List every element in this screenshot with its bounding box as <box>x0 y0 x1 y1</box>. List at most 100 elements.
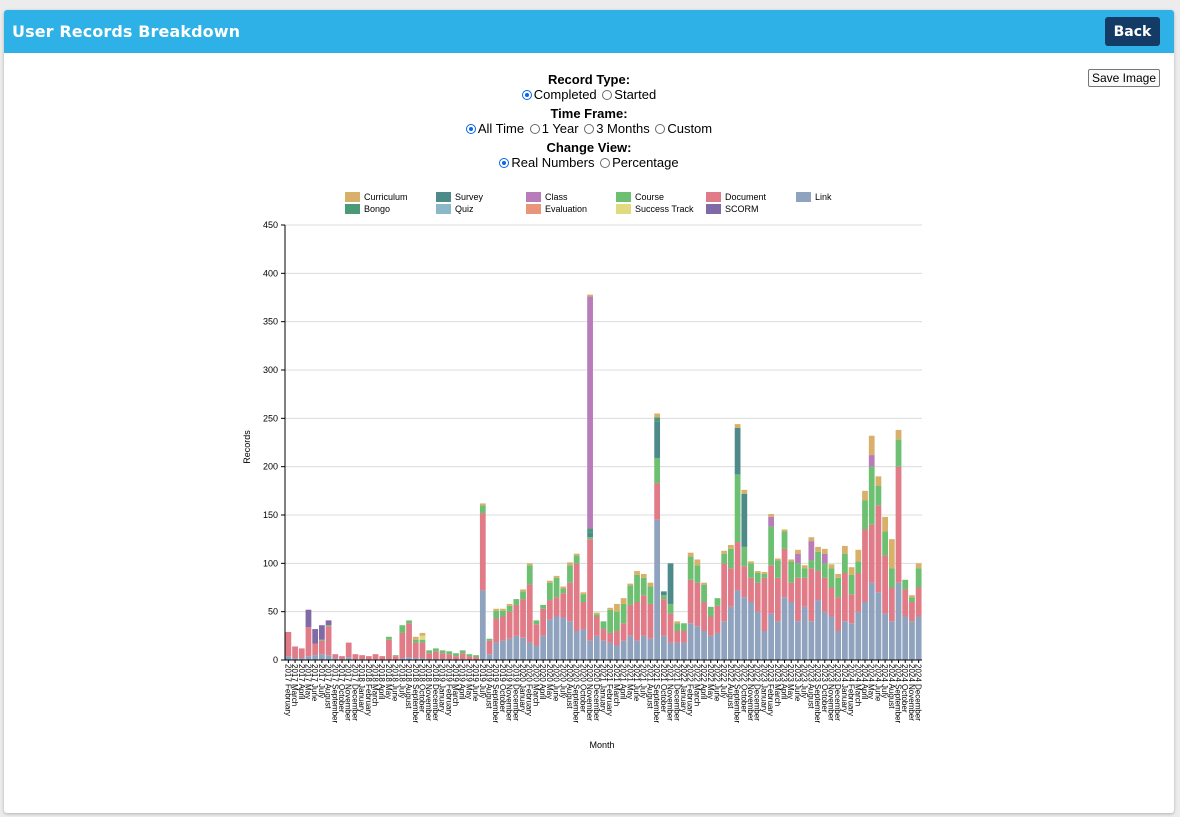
bar-segment <box>587 294 593 297</box>
x-tick-label: 2021 March <box>612 664 621 706</box>
radio-button[interactable] <box>499 158 510 168</box>
back-button[interactable]: Back <box>1105 17 1160 46</box>
bar-segment <box>312 643 319 656</box>
radio-button[interactable] <box>655 124 666 134</box>
x-tick-label: 2017 September <box>330 664 339 723</box>
bar-segment <box>768 516 775 527</box>
bar-segment <box>453 653 459 657</box>
radio-button[interactable] <box>600 158 611 168</box>
bar-segment <box>674 631 681 643</box>
bar-segment <box>439 650 446 654</box>
bar-segment <box>781 531 788 549</box>
bar-segment <box>687 579 694 624</box>
radio-1-year[interactable]: 1 Year <box>529 121 579 136</box>
bar-segment <box>479 513 486 591</box>
bar-segment <box>526 563 533 566</box>
bar-segment <box>640 577 647 596</box>
x-tick-label: 2024 March <box>853 664 862 706</box>
bar-segment <box>781 597 788 660</box>
bar-segment <box>620 598 627 604</box>
radio-started[interactable]: Started <box>602 87 656 102</box>
x-tick-label: 2021 January <box>599 664 608 712</box>
legend-label: Survey <box>455 192 484 202</box>
x-tick-label: 2020 August <box>565 664 574 709</box>
bar-segment <box>520 589 526 592</box>
bar-segment <box>587 537 593 540</box>
bar-segment <box>500 610 506 617</box>
radio-button[interactable] <box>584 124 595 134</box>
bar-segment <box>728 548 734 569</box>
bar-segment <box>882 555 889 614</box>
bar-segment <box>459 653 466 660</box>
bar-segment <box>741 489 748 494</box>
time-frame-title: Time Frame: <box>550 106 628 121</box>
bar-segment <box>761 577 768 631</box>
radio-percentage[interactable]: Percentage <box>600 155 679 170</box>
bar-segment <box>741 597 748 660</box>
bar-segment <box>714 605 721 633</box>
bar-segment <box>808 537 815 542</box>
bar-segment <box>386 636 392 640</box>
save-image-button[interactable]: Save Image <box>1087 69 1160 87</box>
bar-segment <box>546 582 553 601</box>
bar-segment <box>419 635 426 640</box>
legend-swatch <box>616 192 631 202</box>
x-tick-label: 2020 July <box>558 664 567 698</box>
bar-segment <box>506 638 513 660</box>
bar-segment <box>298 658 305 660</box>
bar-segment <box>774 577 781 622</box>
bar-segment <box>660 635 667 660</box>
radio-completed[interactable]: Completed <box>521 87 597 102</box>
x-tick-label: 2021 November <box>666 664 675 721</box>
bar-segment <box>768 613 775 660</box>
bar-segment <box>318 640 325 655</box>
radio-all-time[interactable]: All Time <box>465 121 524 136</box>
bar-segment <box>312 629 319 644</box>
bar-segment <box>808 621 815 660</box>
chart-card: User Records Breakdown Back Save Image R… <box>4 10 1174 813</box>
x-tick-label: 2022 January <box>679 664 688 712</box>
x-tick-label: 2018 January <box>357 664 366 712</box>
bar-segment <box>486 640 493 655</box>
x-tick-label: 2017 July <box>317 664 326 698</box>
bar-segment <box>795 577 801 622</box>
bar-segment <box>506 603 513 606</box>
bar-segment <box>506 611 513 639</box>
radio-custom[interactable]: Custom <box>655 121 712 136</box>
bar-segment <box>882 516 889 532</box>
bar-segment <box>909 597 915 602</box>
legend-swatch <box>436 204 451 214</box>
bar-segment <box>821 563 828 578</box>
bar-segment <box>821 553 828 564</box>
bar-segment <box>587 640 593 660</box>
radio-3-months[interactable]: 3 Months <box>584 121 650 136</box>
radio-button[interactable] <box>602 90 613 100</box>
bar-segment <box>466 656 473 660</box>
radio-button[interactable] <box>521 90 532 100</box>
bar-segment <box>533 620 540 625</box>
bar-segment <box>842 621 848 660</box>
bar-segment <box>868 466 875 525</box>
radio-button[interactable] <box>465 124 476 134</box>
bar-segment <box>546 580 553 583</box>
radio-real-numbers[interactable]: Real Numbers <box>499 155 594 170</box>
x-tick-label: 2017 March <box>290 664 299 706</box>
legend-label: Evaluation <box>545 204 587 214</box>
x-tick-label: 2018 April <box>377 664 386 700</box>
x-tick-label: 2022 December <box>753 664 762 721</box>
bar-segment <box>567 565 573 583</box>
bar-segment <box>607 632 614 643</box>
time-frame-options: All Time 1 Year 3 Months Custom <box>4 121 1174 136</box>
bar-segment <box>848 623 855 660</box>
bar-segment <box>875 592 882 660</box>
x-tick-label: 2022 October <box>739 664 748 713</box>
x-tick-label: 2018 November <box>424 664 433 721</box>
bar-segment <box>667 603 674 614</box>
bar-segment <box>754 573 761 583</box>
x-tick-label: 2018 June <box>391 664 400 702</box>
radio-button[interactable] <box>529 124 540 134</box>
bar-segment <box>600 621 607 630</box>
x-tick-label: 2024 May <box>867 664 876 699</box>
x-tick-label: 2019 March <box>451 664 460 706</box>
bar-segment <box>795 553 801 564</box>
